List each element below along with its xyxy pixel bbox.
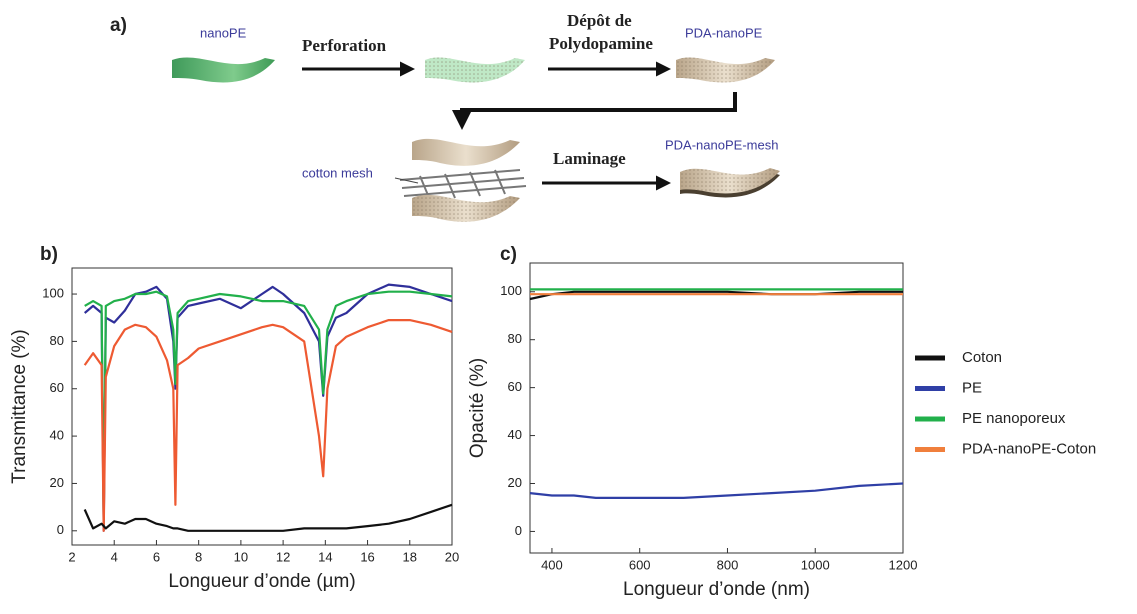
y-tick-label: 80 [50, 333, 64, 348]
x-tick-label: 400 [541, 557, 563, 572]
series-line [83, 503, 453, 532]
y-tick-label: 0 [57, 522, 64, 537]
pores [412, 194, 520, 222]
sheet [412, 138, 520, 166]
y-tick-label: 60 [508, 379, 522, 394]
y-tick-label: 20 [50, 475, 64, 490]
x-tick-label: 4 [111, 549, 118, 564]
y-tick-label: 100 [42, 285, 64, 300]
y-tick-label: 80 [508, 331, 522, 346]
y-tick-label: 100 [500, 283, 522, 298]
y-tick-label: 60 [50, 380, 64, 395]
series-line [83, 319, 453, 532]
pores [676, 57, 775, 83]
node-label: PDA-nanoPE-mesh [665, 137, 778, 152]
y-tick-label: 0 [515, 523, 522, 538]
x-tick-label: 18 [403, 549, 417, 564]
legend-label: PE nanoporeux [962, 410, 1066, 427]
plot-frame [71, 267, 453, 546]
node-label: PDA-nanoPE [685, 25, 763, 40]
x-tick-label: 600 [629, 557, 651, 572]
arrow-label: Polydopamine [549, 34, 653, 53]
x-tick-label: 12 [276, 549, 290, 564]
arrow [452, 92, 737, 130]
y-tick-label: 40 [508, 427, 522, 442]
series-line [529, 482, 904, 499]
series-line [83, 283, 453, 532]
plot-frame [529, 262, 904, 554]
diagram: a) nanoPE Perforation Dépôt de Polydopam… [110, 11, 780, 222]
pores [425, 57, 525, 83]
x-tick-label: 2 [68, 549, 75, 564]
y-tick-label: 40 [50, 428, 64, 443]
series-line [529, 290, 903, 301]
legend-label: PE [962, 379, 982, 396]
x-tick-label: 1000 [801, 557, 830, 572]
arrow-label: Perforation [302, 36, 387, 55]
x-tick-label: 10 [234, 549, 248, 564]
x-tick-label: 8 [195, 549, 202, 564]
legend-label: PDA-nanoPE-Coton [962, 440, 1096, 457]
node-label: nanoPE [200, 25, 247, 40]
mesh [399, 169, 527, 201]
x-axis-title: Longueur d’onde (nm) [623, 579, 810, 600]
node-label: cotton mesh [302, 165, 373, 180]
legend-label: Coton [962, 349, 1002, 366]
sheet [172, 57, 275, 83]
x-tick-label: 1200 [889, 557, 918, 572]
x-tick-label: 14 [318, 549, 332, 564]
y-tick-label: 20 [508, 475, 522, 490]
x-tick-label: 20 [445, 549, 459, 564]
y-axis-title: Opacité (%) [467, 358, 488, 458]
x-axis-title: Longueur d’onde (µm) [168, 571, 355, 592]
panel-label: a) [110, 15, 127, 36]
y-axis-title: Transmittance (%) [9, 329, 30, 484]
panel-label: b) [40, 244, 58, 265]
x-tick-label: 16 [360, 549, 374, 564]
pointer [394, 177, 419, 184]
x-tick-label: 800 [717, 557, 739, 572]
arrow-label: Dépôt de [567, 11, 632, 30]
series-line [84, 290, 453, 528]
x-tick-label: 6 [153, 549, 160, 564]
arrow-label: Laminage [553, 149, 626, 168]
panel-label: c) [500, 244, 517, 265]
pores [680, 168, 780, 194]
